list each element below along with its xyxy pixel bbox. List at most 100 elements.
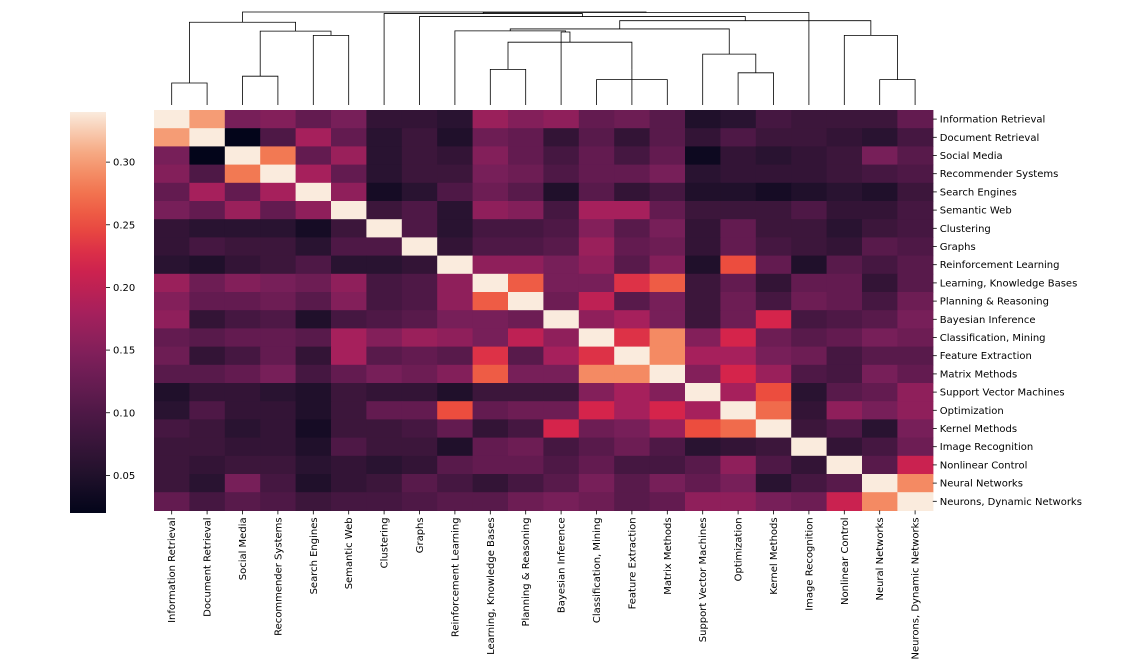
heatmap-cell (614, 419, 651, 439)
heatmap-cell (862, 237, 898, 257)
heatmap-cell (260, 328, 297, 348)
heatmap-cell (755, 255, 792, 275)
heatmap-cell (508, 346, 544, 366)
heatmap-cell (862, 419, 898, 439)
heatmap-cell (224, 201, 261, 220)
heatmap-cell (649, 146, 686, 166)
heatmap-cell (614, 346, 651, 366)
heatmap-cell (862, 164, 898, 184)
heatmap-cell (897, 346, 934, 366)
column-label: Optimization (734, 517, 745, 581)
heatmap-cell (366, 219, 403, 238)
heatmap-cell (614, 292, 651, 311)
row-label: Kernel Methods (940, 424, 1017, 435)
heatmap-cell (649, 273, 686, 293)
heatmap-cell (649, 182, 686, 202)
heatmap-cell (862, 201, 898, 220)
heatmap-cell (472, 310, 509, 329)
heatmap-cell (472, 401, 509, 420)
heatmap-cell (260, 219, 297, 238)
heatmap-cell (543, 237, 580, 257)
heatmap-cell (260, 182, 297, 202)
heatmap-cell (862, 182, 898, 202)
colorbar-tick-label: 0.05 (113, 471, 135, 482)
column-label: Learning, Knowledge Bases (486, 517, 497, 654)
heatmap-cell (685, 292, 721, 311)
heatmap-cell (578, 346, 615, 366)
heatmap-cell (720, 492, 757, 511)
heatmap-cell (224, 437, 261, 457)
colorbar-tick-label: 0.10 (113, 408, 135, 419)
heatmap-cell (366, 437, 403, 457)
heatmap-cell (578, 328, 615, 348)
heatmap-cell (897, 146, 934, 166)
heatmap-cell (614, 273, 651, 293)
heatmap-cell (614, 364, 651, 384)
heatmap-cell (862, 328, 898, 348)
heatmap-cell (649, 474, 686, 493)
heatmap-cell (331, 128, 367, 147)
heatmap-cell (154, 401, 190, 420)
heatmap-cell (189, 401, 226, 420)
heatmap-cell (154, 474, 190, 493)
heatmap-cell (401, 237, 438, 257)
heatmap-cell (685, 474, 721, 493)
heatmap-cell (685, 128, 721, 147)
heatmap-cell (295, 219, 332, 238)
heatmap-cell (260, 364, 297, 384)
heatmap-cell (260, 201, 297, 220)
heatmap-cell (331, 401, 367, 420)
heatmap-cell (224, 364, 261, 384)
heatmap-cell (260, 419, 297, 439)
heatmap-cell (543, 364, 580, 384)
heatmap-cell (685, 383, 721, 402)
heatmap-cell (720, 474, 757, 493)
heatmap-cell (224, 492, 261, 511)
heatmap-cell (897, 364, 934, 384)
heatmap-cell (472, 182, 509, 202)
heatmap-cell (508, 182, 544, 202)
heatmap-cell (189, 164, 226, 184)
heatmap-cell (862, 492, 898, 511)
heatmap-cell (649, 128, 686, 147)
heatmap-cell (260, 164, 297, 184)
heatmap-cell (437, 273, 474, 293)
heatmap-cell (437, 292, 474, 311)
heatmap-cell (401, 437, 438, 457)
heatmap-cell (685, 273, 721, 293)
heatmap-cell (437, 110, 474, 129)
heatmap-cell (614, 401, 651, 420)
heatmap-cell (260, 110, 297, 129)
heatmap-cell (578, 201, 615, 220)
heatmap-cell (401, 110, 438, 129)
heatmap-cell (472, 437, 509, 457)
column-label: Search Engines (309, 517, 320, 594)
heatmap-cell (543, 310, 580, 329)
heatmap-cell (437, 128, 474, 147)
heatmap-cell (720, 328, 757, 348)
heatmap-cell (260, 346, 297, 366)
heatmap-cell (578, 237, 615, 257)
row-label: Bayesian Inference (940, 315, 1036, 326)
heatmap-cell (366, 346, 403, 366)
heatmap-cell (614, 455, 651, 475)
heatmap-cell (862, 128, 898, 147)
heatmap-cell (897, 237, 934, 257)
heatmap-cell (826, 110, 863, 129)
heatmap-cell (401, 401, 438, 420)
row-label: Recommender Systems (940, 169, 1059, 180)
row-label: Image Recognition (940, 442, 1033, 453)
heatmap-cell (543, 346, 580, 366)
heatmap-cell (649, 346, 686, 366)
heatmap-cell (437, 164, 474, 184)
heatmap-cell (189, 255, 226, 275)
heatmap-cell (897, 128, 934, 147)
heatmap-cell (224, 237, 261, 257)
heatmap-cell (154, 146, 190, 166)
heatmap-cell (649, 255, 686, 275)
heatmap-cell (685, 419, 721, 439)
heatmap-cell (755, 128, 792, 147)
heatmap-cell (295, 364, 332, 384)
colorbar-tick-label: 0.15 (113, 346, 135, 357)
row-label: Neurons, Dynamic Networks (940, 497, 1082, 508)
